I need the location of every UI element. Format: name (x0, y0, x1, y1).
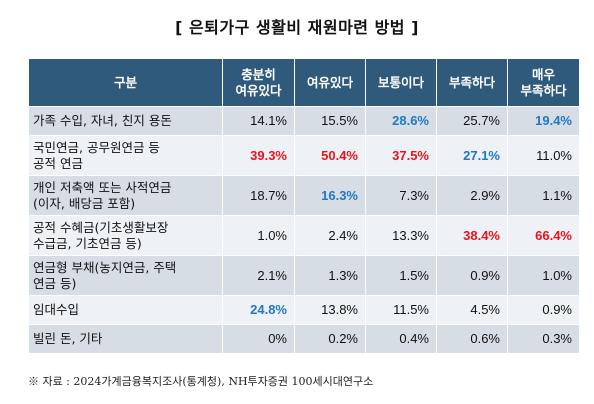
page-title: [ 은퇴가구 생활비 재원마련 방법 ] (175, 18, 419, 37)
cell-value: 27.1% (436, 135, 508, 176)
cell-value: 66.4% (507, 215, 580, 256)
cell-value: 14.1% (222, 106, 295, 136)
cell-value: 28.6% (365, 106, 437, 136)
header-category: 구분 (28, 58, 223, 107)
cell-value: 37.5% (365, 135, 437, 176)
funding-method-table: 구분 충분히 여유있다 여유있다 보통이다 부족하다 매우 부족하다 가족 수입, … (28, 58, 580, 354)
row-label: 연금형 부채(농지연금, 주택 연금 등) (28, 255, 223, 296)
cell-value: 0.3% (507, 324, 580, 354)
cell-value: 50.4% (294, 135, 366, 176)
cell-value: 0% (222, 324, 295, 354)
table-row: 공적 수혜금(기초생활보장 수급금, 기초연금 등) 1.0% 2.4% 13.3… (28, 215, 580, 256)
cell-value: 25.7% (436, 106, 508, 136)
table-row: 국민연금, 공무원연금 등 공적 연금 39.3% 50.4% 37.5% 27.… (28, 135, 580, 176)
cell-value: 0.9% (507, 295, 580, 325)
cell-value: 0.2% (294, 324, 366, 354)
cell-value: 1.0% (507, 255, 580, 296)
cell-value: 18.7% (222, 175, 295, 216)
header-sufficient: 여유있다 (294, 58, 366, 107)
table-header-row: 구분 충분히 여유있다 여유있다 보통이다 부족하다 매우 부족하다 (28, 58, 580, 107)
header-very-insufficient: 매우 부족하다 (507, 58, 580, 107)
cell-value: 38.4% (436, 215, 508, 256)
cell-value: 0.4% (365, 324, 437, 354)
cell-value: 2.1% (222, 255, 295, 296)
cell-value: 13.3% (365, 215, 437, 256)
header-insufficient: 부족하다 (436, 58, 508, 107)
cell-value: 11.5% (365, 295, 437, 325)
cell-value: 15.5% (294, 106, 366, 136)
cell-value: 24.8% (222, 295, 295, 325)
cell-value: 1.3% (294, 255, 366, 296)
cell-value: 1.0% (222, 215, 295, 256)
header-average: 보통이다 (365, 58, 437, 107)
table-row: 빌린 돈, 기타 0% 0.2% 0.4% 0.6% 0.3% (28, 324, 580, 354)
cell-value: 19.4% (507, 106, 580, 136)
row-label: 개인 저축액 또는 사적연금 (이자, 배당금 포함) (28, 175, 223, 216)
cell-value: 1.5% (365, 255, 437, 296)
row-label: 국민연금, 공무원연금 등 공적 연금 (28, 135, 223, 176)
table-row: 임대수입 24.8% 13.8% 11.5% 4.5% 0.9% (28, 295, 580, 325)
row-label: 빌린 돈, 기타 (28, 324, 223, 354)
cell-value: 16.3% (294, 175, 366, 216)
cell-value: 13.8% (294, 295, 366, 325)
table-row: 가족 수입, 자녀, 친지 용돈 14.1% 15.5% 28.6% 25.7%… (28, 106, 580, 136)
cell-value: 2.4% (294, 215, 366, 256)
cell-value: 2.9% (436, 175, 508, 216)
source-note: ※ 자료 : 2024가계금융복지조사(통계청), NH투자증권 100세시대연… (28, 375, 374, 388)
row-label: 임대수입 (28, 295, 223, 325)
row-label: 공적 수혜금(기초생활보장 수급금, 기초연금 등) (28, 215, 223, 256)
cell-value: 7.3% (365, 175, 437, 216)
cell-value: 0.9% (436, 255, 508, 296)
row-label: 가족 수입, 자녀, 친지 용돈 (28, 106, 223, 136)
header-very-sufficient: 충분히 여유있다 (222, 58, 295, 107)
table-row: 연금형 부채(농지연금, 주택 연금 등) 2.1% 1.3% 1.5% 0.9%… (28, 255, 580, 296)
cell-value: 11.0% (507, 135, 580, 176)
cell-value: 39.3% (222, 135, 295, 176)
table-row: 개인 저축액 또는 사적연금 (이자, 배당금 포함) 18.7% 16.3% 7… (28, 175, 580, 216)
cell-value: 4.5% (436, 295, 508, 325)
cell-value: 0.6% (436, 324, 508, 354)
cell-value: 1.1% (507, 175, 580, 216)
